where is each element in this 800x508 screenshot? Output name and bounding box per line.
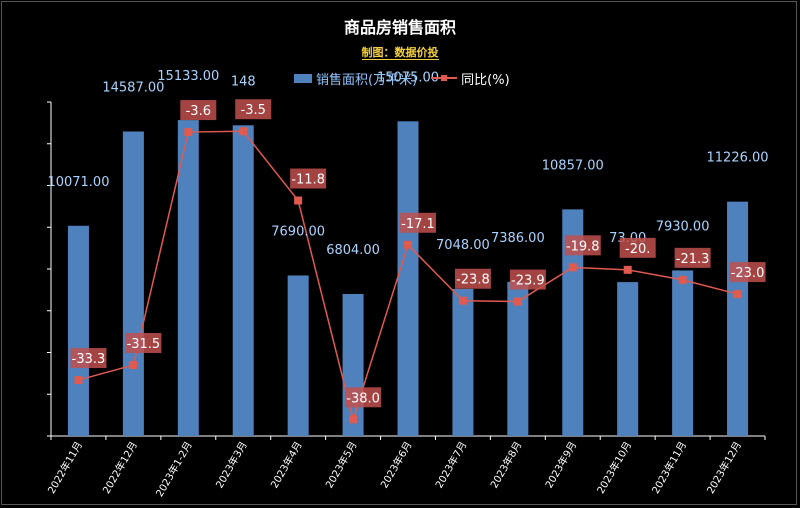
yoy-value-label: -31.5 [127, 337, 161, 352]
yoy-marker [568, 263, 577, 272]
bar [727, 201, 749, 436]
yoy-value-label: -11.8 [291, 173, 325, 188]
bar [397, 121, 419, 436]
bar [562, 209, 584, 436]
yoy-marker [294, 196, 303, 205]
x-tick-label: 2023年4月 [268, 439, 305, 490]
bar-value-label: 11226.00 [707, 151, 769, 166]
bar [287, 275, 309, 436]
yoy-marker [239, 127, 248, 136]
legend-line-label: 同比(%) [461, 72, 510, 88]
yoy-label-box [564, 235, 601, 256]
x-tick-label: 2023年6月 [377, 439, 414, 490]
x-tick-label: 2023年7月 [432, 439, 469, 490]
bar [452, 288, 474, 436]
yoy-value-label: -19.8 [566, 239, 600, 254]
yoy-marker [623, 265, 632, 274]
yoy-marker [678, 275, 687, 284]
legend-line-swatch [431, 73, 458, 83]
yoy-label-box [125, 333, 162, 354]
bar [122, 131, 144, 436]
x-tick-label: 2023年8月 [487, 439, 524, 490]
bar-value-label: 15075.00 [377, 70, 439, 85]
yoy-label-box [180, 100, 217, 121]
bar [617, 282, 639, 436]
yoy-marker [74, 376, 83, 385]
yoy-value-label: -3.6 [186, 104, 211, 119]
yoy-label-box [400, 212, 436, 233]
bar-value-label: 14587.00 [102, 80, 164, 95]
bar-value-label: 10857.00 [542, 158, 604, 173]
x-tick-label: 2023年10月 [594, 439, 634, 496]
yoy-label-box [674, 247, 711, 268]
yoy-marker [129, 361, 138, 370]
bar [232, 125, 254, 436]
x-tick-label: 2023年5月 [323, 439, 360, 490]
x-tick-label: 2023年9月 [542, 439, 579, 490]
bar [342, 293, 364, 436]
bar-value-label: 7690.00 [271, 224, 325, 239]
bar-value-label: 148 [231, 74, 256, 89]
bar-value-label: 7386.00 [491, 231, 545, 246]
yoy-value-label: -23.0 [731, 266, 765, 281]
x-tick-label: 2022年11月 [45, 439, 85, 496]
yoy-marker [513, 297, 522, 306]
chart-subtitle: 制图：数据价投 [0, 44, 800, 60]
legend: 销售面积(万平米) 同比(%) [294, 68, 524, 88]
bar-value-label: 6804.00 [326, 243, 380, 258]
bar [67, 225, 89, 436]
x-tick-label: 2023年11月 [649, 439, 689, 496]
bar-value-label: 7048.00 [436, 238, 490, 253]
yoy-label-box [729, 262, 766, 283]
yoy-value-label: -33.3 [72, 352, 106, 367]
legend-item-yoy: 同比(%) [431, 69, 510, 88]
x-tick-label: 2023年12月 [704, 439, 744, 496]
yoy-marker [184, 128, 193, 137]
legend-item-sales-area: 销售面积(万平米) [294, 69, 417, 88]
yoy-label-box [619, 237, 656, 258]
legend-bar-swatch [294, 73, 312, 83]
yoy-label-box [509, 269, 546, 290]
x-tick-label: 2022年12月 [100, 439, 140, 496]
yoy-label-box [345, 387, 382, 408]
yoy-value-label: -17.1 [401, 217, 435, 232]
bar [177, 120, 199, 436]
yoy-value-label: -3.5 [241, 103, 266, 118]
yoy-value-label: -23.8 [456, 273, 490, 288]
yoy-value-label: -23.9 [511, 274, 545, 289]
chart-title: 商品房销售面积 [343, 18, 456, 37]
yoy-value-label: -21.3 [676, 252, 710, 267]
x-tick-label: 2023年1-2月 [153, 439, 195, 499]
yoy-marker [733, 290, 742, 299]
bar-value-label: 10071.00 [47, 175, 109, 190]
yoy-value-label: -20. [625, 242, 650, 257]
chart-subtitle-text: 制图：数据价投 [361, 46, 439, 60]
legend-bar-label: 销售面积(万平米) [316, 72, 418, 88]
bar-value-label: 7930.00 [656, 219, 710, 234]
yoy-marker [349, 415, 358, 424]
bar [672, 270, 694, 436]
x-tick-label: 2023年3月 [213, 439, 250, 490]
yoy-label-box [454, 268, 491, 289]
bar [507, 281, 529, 436]
yoy-marker [404, 240, 412, 249]
yoy-marker [458, 296, 467, 305]
bar-value-label: 15133.00 [157, 69, 219, 84]
yoy-label-box [70, 348, 107, 369]
yoy-label-box [290, 168, 327, 189]
yoy-value-label: -38.0 [346, 391, 380, 406]
yoy-label-box [235, 99, 272, 120]
